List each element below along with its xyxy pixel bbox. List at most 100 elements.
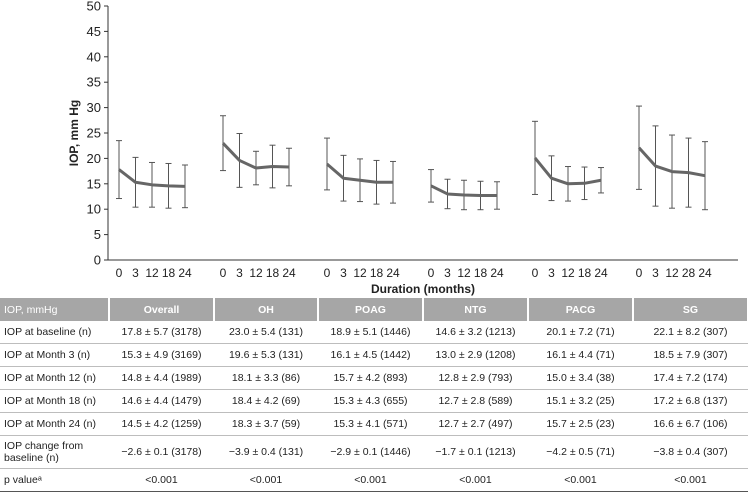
x-tick-label: 12 xyxy=(353,266,367,280)
mean-line xyxy=(637,146,706,178)
x-tick-label: 0 xyxy=(532,266,539,280)
table-cell: 16.1 ± 4.5 (1442) xyxy=(318,343,423,367)
table-cell: 12.7 ± 2.7 (497) xyxy=(423,412,528,436)
row-label: p valueᵃ xyxy=(0,468,109,492)
table-cell: <0.001 xyxy=(109,468,214,492)
y-tick-label: 15 xyxy=(87,176,101,191)
x-tick-label: 12 xyxy=(457,266,471,280)
x-tick-label: 0 xyxy=(324,266,331,280)
y-axis-title: IOP, mm Hg xyxy=(67,100,81,166)
table-cell: 17.8 ± 5.7 (3178) xyxy=(109,321,214,344)
table-row: IOP at Month 3 (n) 15.3 ± 4.9 (3169) 19.… xyxy=(0,343,748,367)
header-cell: IOP, mmHg xyxy=(0,298,110,321)
row-label: IOP at Month 24 (n) xyxy=(0,412,109,436)
table-cell: <0.001 xyxy=(214,468,318,492)
y-tick-label: 20 xyxy=(87,151,101,166)
table-cell: 15.3 ± 4.1 (571) xyxy=(318,412,423,436)
table-cell: −3.8 ± 0.4 (307) xyxy=(633,435,748,469)
table-cell: <0.001 xyxy=(318,468,423,492)
x-tick-label: 12 xyxy=(561,266,575,280)
table-cell: 14.6 ± 4.4 (1479) xyxy=(109,389,214,413)
table-cell: 14.6 ± 3.2 (1213) xyxy=(423,321,528,344)
x-tick-label: 12 xyxy=(665,266,679,280)
mean-line xyxy=(533,156,602,186)
y-tick-label: 25 xyxy=(87,126,101,141)
table-row: IOP at Month 18 (n) 14.6 ± 4.4 (1479) 18… xyxy=(0,389,748,413)
y-tick-label: 50 xyxy=(87,0,101,14)
y-tick-label: 0 xyxy=(94,253,101,268)
x-tick-label: 3 xyxy=(340,266,347,280)
x-tick-label: 24 xyxy=(490,266,504,280)
table-row: p valueᵃ <0.001 <0.001 <0.001 <0.001 <0.… xyxy=(0,468,748,492)
table-row: IOP at Month 12 (n) 14.8 ± 4.4 (1989) 18… xyxy=(0,366,748,390)
table-cell: <0.001 xyxy=(423,468,528,492)
x-tick-label: 0 xyxy=(220,266,227,280)
x-tick-label: 18 xyxy=(266,266,280,280)
y-tick-label: 5 xyxy=(94,227,101,242)
x-tick-label: 18 xyxy=(578,266,592,280)
table-cell: 17.2 ± 6.8 (137) xyxy=(633,389,748,413)
table-row: IOP at Month 24 (n) 14.5 ± 4.2 (1259) 18… xyxy=(0,412,748,436)
row-label: IOP change from baseline (n) xyxy=(0,435,109,469)
table-cell: 22.1 ± 8.2 (307) xyxy=(633,321,748,344)
table-cell: 13.0 ± 2.9 (1208) xyxy=(423,343,528,367)
table-cell: −4.2 ± 0.5 (71) xyxy=(528,435,633,469)
table-cell: 15.7 ± 2.5 (23) xyxy=(528,412,633,436)
mean-line xyxy=(430,184,497,197)
table-header-row: IOP, mmHg Overall OH POAG NTG PACG SG xyxy=(0,298,748,321)
row-label: IOP at Month 18 (n) xyxy=(0,389,109,413)
x-tick-label: 18 xyxy=(474,266,488,280)
y-tick-label: 30 xyxy=(87,100,101,115)
table-cell: −3.9 ± 0.4 (131) xyxy=(214,435,318,469)
table-row: IOP at baseline (n) 17.8 ± 5.7 (3178) 23… xyxy=(0,321,748,344)
x-tick-label: 28 xyxy=(682,266,696,280)
y-tick-label: 35 xyxy=(87,75,101,90)
table-cell: −1.7 ± 0.1 (1213) xyxy=(423,435,528,469)
x-tick-label: 0 xyxy=(636,266,643,280)
mean-line xyxy=(221,142,290,170)
x-tick-label: 18 xyxy=(370,266,384,280)
table-cell: 18.3 ± 3.7 (59) xyxy=(214,412,318,436)
x-tick-label: 24 xyxy=(594,266,608,280)
y-tick-label: 40 xyxy=(87,49,101,64)
header-cell: NTG xyxy=(423,298,529,321)
header-cell: PACG xyxy=(528,298,634,321)
table-cell: 18.1 ± 3.3 (86) xyxy=(214,366,318,390)
row-label: IOP at Month 3 (n) xyxy=(0,343,109,367)
table-cell: <0.001 xyxy=(633,468,748,492)
table-row: IOP change from baseline (n) −2.6 ± 0.1 … xyxy=(0,435,748,469)
table-cell: 18.5 ± 7.9 (307) xyxy=(633,343,748,367)
header-cell: Overall xyxy=(109,298,215,321)
x-tick-label: 3 xyxy=(652,266,659,280)
table-cell: 15.3 ± 4.3 (655) xyxy=(318,389,423,413)
x-tick-label: 3 xyxy=(548,266,555,280)
table-cell: 18.4 ± 4.2 (69) xyxy=(214,389,318,413)
x-tick-label: 24 xyxy=(386,266,400,280)
row-label: IOP at Month 12 (n) xyxy=(0,366,109,390)
header-cell: SG xyxy=(633,298,748,321)
table-cell: <0.001 xyxy=(528,468,633,492)
row-label: IOP at baseline (n) xyxy=(0,321,109,344)
x-tick-label: 0 xyxy=(428,266,435,280)
table-cell: 15.0 ± 3.4 (38) xyxy=(528,366,633,390)
x-tick-label: 24 xyxy=(282,266,296,280)
x-tick-label: 3 xyxy=(444,266,451,280)
mean-line xyxy=(326,162,393,184)
y-tick-label: 10 xyxy=(87,202,101,217)
table-cell: 15.1 ± 3.2 (25) xyxy=(528,389,633,413)
x-tick-label: 24 xyxy=(698,266,712,280)
x-tick-label: 18 xyxy=(162,266,176,280)
x-tick-label: 3 xyxy=(132,266,139,280)
table-cell: 12.7 ± 2.8 (589) xyxy=(423,389,528,413)
x-axis-title: Duration (months) xyxy=(371,282,475,296)
table-cell: 14.5 ± 4.2 (1259) xyxy=(109,412,214,436)
y-tick-label: 45 xyxy=(87,24,101,39)
iop-summary-table: IOP, mmHg Overall OH POAG NTG PACG SG IO… xyxy=(0,298,748,492)
table-cell: 12.8 ± 2.9 (793) xyxy=(423,366,528,390)
mean-line xyxy=(118,168,186,188)
x-tick-label: 24 xyxy=(178,266,192,280)
table-cell: −2.9 ± 0.1 (1446) xyxy=(318,435,423,469)
x-tick-label: 12 xyxy=(249,266,263,280)
table-cell: 16.1 ± 4.4 (71) xyxy=(528,343,633,367)
